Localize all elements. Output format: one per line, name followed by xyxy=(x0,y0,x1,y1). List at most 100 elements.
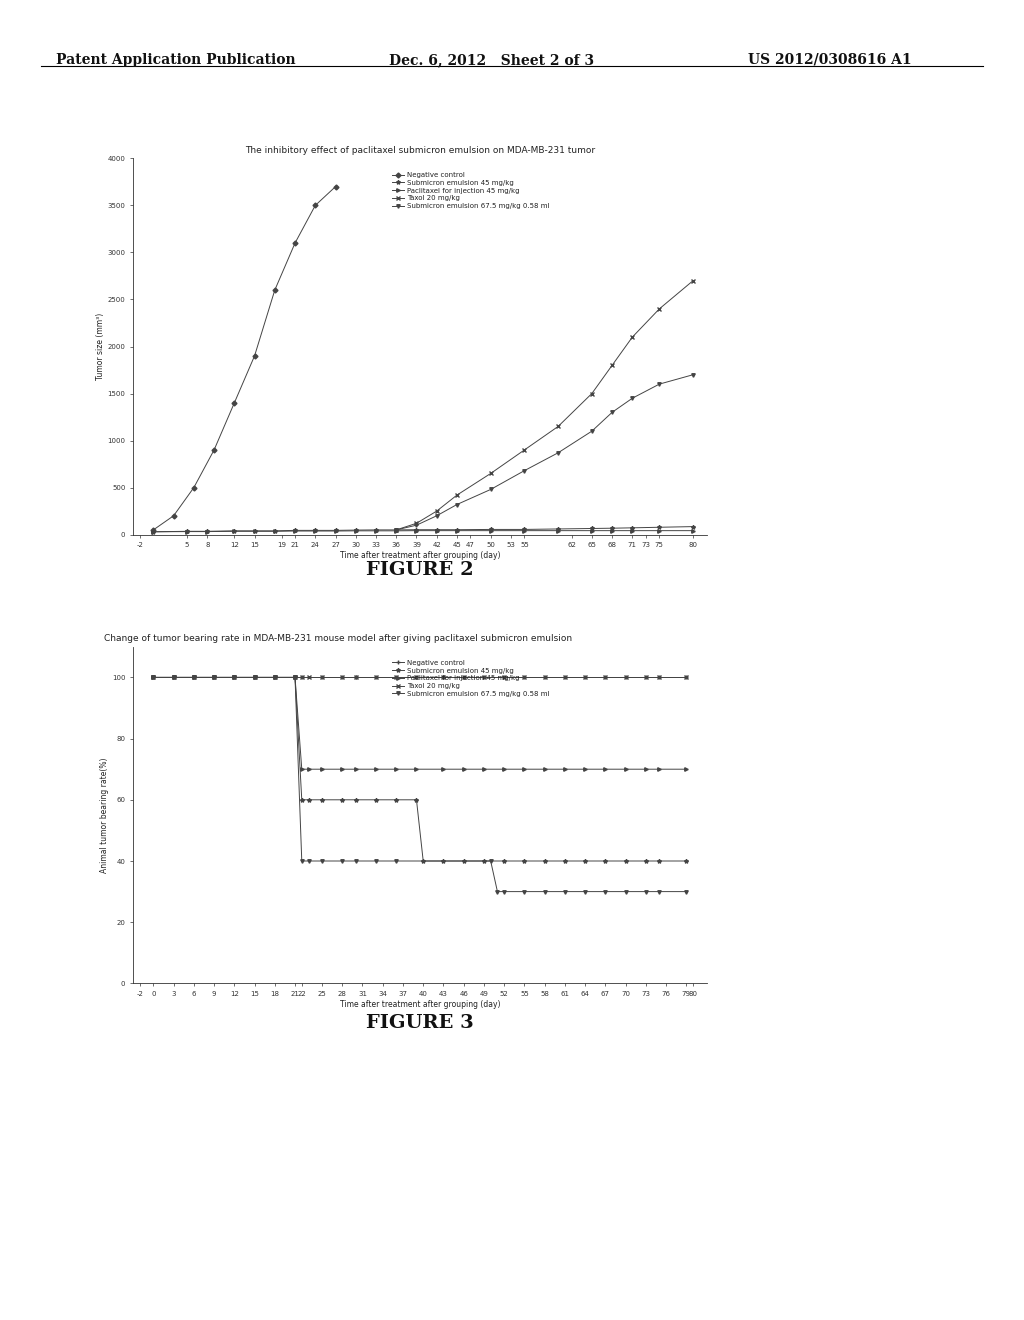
Paclitaxel for injection 45 mg/kg xyxy=(586,523,598,539)
Paclitaxel for injection 45 mg/kg xyxy=(430,523,442,539)
Submicron emulsion 45 mg/kg xyxy=(430,521,442,537)
Submicron emulsion 67.5 mg/kg 0.58 ml xyxy=(653,883,666,899)
Submicron emulsion 67.5 mg/kg 0.58 ml xyxy=(208,669,220,685)
Submicron emulsion 67.5 mg/kg 0.58 ml xyxy=(430,508,442,524)
Submicron emulsion 67.5 mg/kg 0.58 ml xyxy=(302,853,314,869)
Submicron emulsion 45 mg/kg xyxy=(208,669,220,685)
Negative control xyxy=(168,508,180,524)
Paclitaxel for injection 45 mg/kg xyxy=(437,762,450,777)
Paclitaxel for injection 45 mg/kg xyxy=(680,762,692,777)
Submicron emulsion 45 mg/kg xyxy=(296,792,308,808)
Submicron emulsion 45 mg/kg xyxy=(606,520,618,536)
Paclitaxel for injection 45 mg/kg xyxy=(552,523,564,539)
Submicron emulsion 45 mg/kg xyxy=(309,523,322,539)
X-axis label: Time after treatment after grouping (day): Time after treatment after grouping (day… xyxy=(340,550,500,560)
Negative control xyxy=(289,669,301,685)
Submicron emulsion 67.5 mg/kg 0.58 ml xyxy=(411,517,423,533)
Negative control xyxy=(208,442,220,458)
Paclitaxel for injection 45 mg/kg xyxy=(349,523,361,539)
Negative control xyxy=(315,669,328,685)
Paclitaxel for injection 45 mg/kg xyxy=(187,669,200,685)
Taxol 20 mg/kg xyxy=(579,669,591,685)
Line: Paclitaxel for injection 45 mg/kg: Paclitaxel for injection 45 mg/kg xyxy=(152,529,695,533)
Submicron emulsion 67.5 mg/kg 0.58 ml xyxy=(315,853,328,869)
Submicron emulsion 67.5 mg/kg 0.58 ml xyxy=(680,883,692,899)
Submicron emulsion 45 mg/kg xyxy=(370,792,382,808)
Submicron emulsion 67.5 mg/kg 0.58 ml xyxy=(552,445,564,461)
Taxol 20 mg/kg xyxy=(390,669,402,685)
Negative control xyxy=(187,479,200,495)
Paclitaxel for injection 45 mg/kg xyxy=(268,669,281,685)
Taxol 20 mg/kg xyxy=(302,669,314,685)
Taxol 20 mg/kg xyxy=(451,487,463,503)
Submicron emulsion 45 mg/kg xyxy=(411,521,423,537)
Taxol 20 mg/kg xyxy=(411,669,423,685)
Paclitaxel for injection 45 mg/kg xyxy=(147,669,160,685)
Y-axis label: Animal tumor bearing rate(%): Animal tumor bearing rate(%) xyxy=(100,758,110,873)
Y-axis label: Tumor size (mm³): Tumor size (mm³) xyxy=(95,313,104,380)
Negative control xyxy=(147,521,160,537)
Taxol 20 mg/kg xyxy=(430,503,442,519)
Submicron emulsion 67.5 mg/kg 0.58 ml xyxy=(336,853,348,869)
Submicron emulsion 45 mg/kg xyxy=(181,524,194,540)
Paclitaxel for injection 45 mg/kg xyxy=(627,523,639,539)
Paclitaxel for injection 45 mg/kg xyxy=(168,669,180,685)
Submicron emulsion 45 mg/kg xyxy=(586,520,598,536)
Submicron emulsion 45 mg/kg xyxy=(458,853,470,869)
Submicron emulsion 67.5 mg/kg 0.58 ml xyxy=(147,669,160,685)
Taxol 20 mg/kg xyxy=(268,669,281,685)
Submicron emulsion 45 mg/kg xyxy=(249,669,261,685)
Paclitaxel for injection 45 mg/kg xyxy=(579,762,591,777)
Taxol 20 mg/kg xyxy=(349,669,361,685)
Paclitaxel for injection 45 mg/kg xyxy=(478,762,490,777)
Submicron emulsion 45 mg/kg xyxy=(349,523,361,539)
Paclitaxel for injection 45 mg/kg xyxy=(315,762,328,777)
Taxol 20 mg/kg xyxy=(620,669,632,685)
Paclitaxel for injection 45 mg/kg xyxy=(249,669,261,685)
Paclitaxel for injection 45 mg/kg xyxy=(296,762,308,777)
Negative control xyxy=(187,669,200,685)
Paclitaxel for injection 45 mg/kg xyxy=(201,524,213,540)
Taxol 20 mg/kg xyxy=(498,669,510,685)
Taxol 20 mg/kg xyxy=(484,466,497,482)
Negative control xyxy=(228,395,241,411)
Paclitaxel for injection 45 mg/kg xyxy=(181,524,194,540)
Taxol 20 mg/kg xyxy=(370,669,382,685)
Negative control xyxy=(296,669,308,685)
Taxol 20 mg/kg xyxy=(687,273,699,289)
Taxol 20 mg/kg xyxy=(552,418,564,434)
Negative control xyxy=(208,669,220,685)
Line: Submicron emulsion 45 mg/kg: Submicron emulsion 45 mg/kg xyxy=(152,524,695,533)
Line: Taxol 20 mg/kg: Taxol 20 mg/kg xyxy=(152,676,688,680)
Submicron emulsion 45 mg/kg xyxy=(417,853,429,869)
Submicron emulsion 45 mg/kg xyxy=(268,669,281,685)
Paclitaxel for injection 45 mg/kg xyxy=(518,523,530,539)
Submicron emulsion 45 mg/kg xyxy=(370,521,382,537)
Submicron emulsion 67.5 mg/kg 0.58 ml xyxy=(349,853,361,869)
Submicron emulsion 67.5 mg/kg 0.58 ml xyxy=(296,853,308,869)
Taxol 20 mg/kg xyxy=(315,669,328,685)
Negative control xyxy=(349,669,361,685)
Paclitaxel for injection 45 mg/kg xyxy=(302,762,314,777)
Submicron emulsion 45 mg/kg xyxy=(640,853,652,869)
Paclitaxel for injection 45 mg/kg xyxy=(539,762,551,777)
Line: Negative control: Negative control xyxy=(152,185,337,532)
Taxol 20 mg/kg xyxy=(249,669,261,685)
Line: Taxol 20 mg/kg: Taxol 20 mg/kg xyxy=(394,279,695,532)
Submicron emulsion 45 mg/kg xyxy=(349,792,361,808)
Taxol 20 mg/kg xyxy=(586,385,598,401)
Submicron emulsion 45 mg/kg xyxy=(330,523,342,539)
Taxol 20 mg/kg xyxy=(518,442,530,458)
Submicron emulsion 67.5 mg/kg 0.58 ml xyxy=(518,463,530,479)
Negative control xyxy=(336,669,348,685)
Taxol 20 mg/kg xyxy=(458,669,470,685)
Paclitaxel for injection 45 mg/kg xyxy=(498,762,510,777)
Taxol 20 mg/kg xyxy=(187,669,200,685)
Taxol 20 mg/kg xyxy=(599,669,611,685)
Submicron emulsion 67.5 mg/kg 0.58 ml xyxy=(620,883,632,899)
Paclitaxel for injection 45 mg/kg xyxy=(451,523,463,539)
Paclitaxel for injection 45 mg/kg xyxy=(228,524,241,540)
Submicron emulsion 67.5 mg/kg 0.58 ml xyxy=(451,496,463,512)
Taxol 20 mg/kg xyxy=(147,669,160,685)
Paclitaxel for injection 45 mg/kg xyxy=(147,524,160,540)
